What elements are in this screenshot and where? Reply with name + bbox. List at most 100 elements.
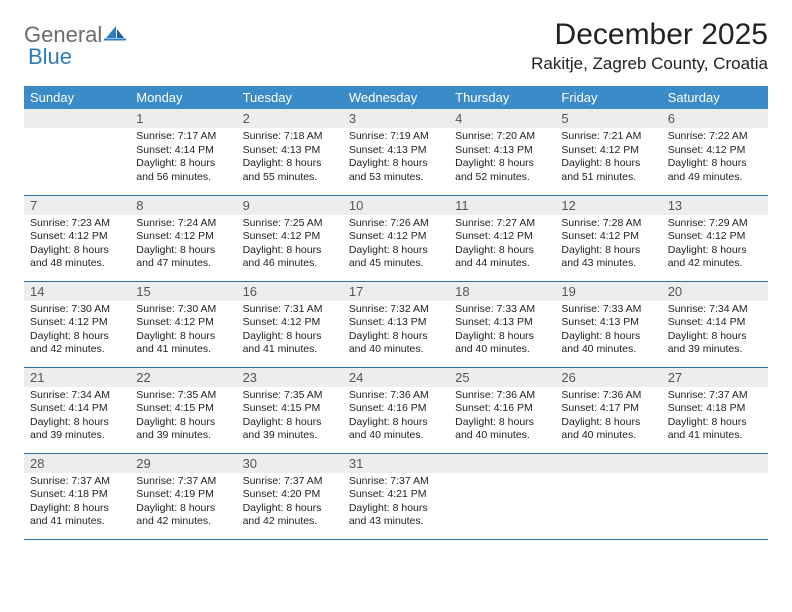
day-details: Sunrise: 7:34 AMSunset: 4:14 PMDaylight:… <box>662 301 768 362</box>
calendar-week-row: 14Sunrise: 7:30 AMSunset: 4:12 PMDayligh… <box>24 281 768 367</box>
day-number: 4 <box>449 109 555 128</box>
calendar-day-cell: 3Sunrise: 7:19 AMSunset: 4:13 PMDaylight… <box>343 109 449 195</box>
day-details: Sunrise: 7:26 AMSunset: 4:12 PMDaylight:… <box>343 215 449 276</box>
calendar-table: Sunday Monday Tuesday Wednesday Thursday… <box>24 86 768 540</box>
day-number: 20 <box>662 282 768 301</box>
calendar-day-cell <box>24 109 130 195</box>
calendar-day-cell: 14Sunrise: 7:30 AMSunset: 4:12 PMDayligh… <box>24 281 130 367</box>
calendar-day-cell: 1Sunrise: 7:17 AMSunset: 4:14 PMDaylight… <box>130 109 236 195</box>
calendar-day-cell: 2Sunrise: 7:18 AMSunset: 4:13 PMDaylight… <box>237 109 343 195</box>
day-details: Sunrise: 7:27 AMSunset: 4:12 PMDaylight:… <box>449 215 555 276</box>
day-number: 1 <box>130 109 236 128</box>
calendar-day-cell: 11Sunrise: 7:27 AMSunset: 4:12 PMDayligh… <box>449 195 555 281</box>
day-details: Sunrise: 7:35 AMSunset: 4:15 PMDaylight:… <box>130 387 236 448</box>
day-number: 31 <box>343 454 449 473</box>
logo-text-blue-wrap: Blue <box>26 44 72 70</box>
calendar-day-cell: 15Sunrise: 7:30 AMSunset: 4:12 PMDayligh… <box>130 281 236 367</box>
day-number: 28 <box>24 454 130 473</box>
day-details: Sunrise: 7:32 AMSunset: 4:13 PMDaylight:… <box>343 301 449 362</box>
calendar-day-cell: 24Sunrise: 7:36 AMSunset: 4:16 PMDayligh… <box>343 367 449 453</box>
day-number: 12 <box>555 196 661 215</box>
day-number: 24 <box>343 368 449 387</box>
day-number-empty <box>662 454 768 473</box>
day-number: 21 <box>24 368 130 387</box>
day-details: Sunrise: 7:37 AMSunset: 4:20 PMDaylight:… <box>237 473 343 534</box>
day-number: 25 <box>449 368 555 387</box>
header: General December 2025 Rakitje, Zagreb Co… <box>24 18 768 74</box>
calendar-day-cell: 9Sunrise: 7:25 AMSunset: 4:12 PMDaylight… <box>237 195 343 281</box>
day-details: Sunrise: 7:36 AMSunset: 4:16 PMDaylight:… <box>449 387 555 448</box>
day-details: Sunrise: 7:30 AMSunset: 4:12 PMDaylight:… <box>24 301 130 362</box>
day-number: 13 <box>662 196 768 215</box>
month-title: December 2025 <box>531 18 768 52</box>
day-details: Sunrise: 7:33 AMSunset: 4:13 PMDaylight:… <box>449 301 555 362</box>
weekday-header: Monday <box>130 86 236 109</box>
weekday-header-row: Sunday Monday Tuesday Wednesday Thursday… <box>24 86 768 109</box>
day-number: 10 <box>343 196 449 215</box>
day-details: Sunrise: 7:20 AMSunset: 4:13 PMDaylight:… <box>449 128 555 189</box>
calendar-week-row: 7Sunrise: 7:23 AMSunset: 4:12 PMDaylight… <box>24 195 768 281</box>
day-details: Sunrise: 7:31 AMSunset: 4:12 PMDaylight:… <box>237 301 343 362</box>
calendar-day-cell <box>662 453 768 539</box>
calendar-day-cell: 30Sunrise: 7:37 AMSunset: 4:20 PMDayligh… <box>237 453 343 539</box>
day-number: 3 <box>343 109 449 128</box>
day-number: 11 <box>449 196 555 215</box>
day-number: 18 <box>449 282 555 301</box>
calendar-day-cell: 18Sunrise: 7:33 AMSunset: 4:13 PMDayligh… <box>449 281 555 367</box>
calendar-day-cell: 27Sunrise: 7:37 AMSunset: 4:18 PMDayligh… <box>662 367 768 453</box>
day-details: Sunrise: 7:24 AMSunset: 4:12 PMDaylight:… <box>130 215 236 276</box>
calendar-day-cell: 19Sunrise: 7:33 AMSunset: 4:13 PMDayligh… <box>555 281 661 367</box>
day-number: 19 <box>555 282 661 301</box>
day-details: Sunrise: 7:21 AMSunset: 4:12 PMDaylight:… <box>555 128 661 189</box>
calendar-day-cell: 13Sunrise: 7:29 AMSunset: 4:12 PMDayligh… <box>662 195 768 281</box>
calendar-day-cell: 22Sunrise: 7:35 AMSunset: 4:15 PMDayligh… <box>130 367 236 453</box>
calendar-day-cell: 10Sunrise: 7:26 AMSunset: 4:12 PMDayligh… <box>343 195 449 281</box>
day-details: Sunrise: 7:30 AMSunset: 4:12 PMDaylight:… <box>130 301 236 362</box>
day-number: 7 <box>24 196 130 215</box>
calendar-day-cell: 31Sunrise: 7:37 AMSunset: 4:21 PMDayligh… <box>343 453 449 539</box>
day-details: Sunrise: 7:37 AMSunset: 4:19 PMDaylight:… <box>130 473 236 534</box>
weekday-header: Wednesday <box>343 86 449 109</box>
day-number: 8 <box>130 196 236 215</box>
day-details: Sunrise: 7:37 AMSunset: 4:18 PMDaylight:… <box>24 473 130 534</box>
day-details: Sunrise: 7:17 AMSunset: 4:14 PMDaylight:… <box>130 128 236 189</box>
calendar-day-cell: 5Sunrise: 7:21 AMSunset: 4:12 PMDaylight… <box>555 109 661 195</box>
calendar-day-cell: 21Sunrise: 7:34 AMSunset: 4:14 PMDayligh… <box>24 367 130 453</box>
calendar-day-cell: 16Sunrise: 7:31 AMSunset: 4:12 PMDayligh… <box>237 281 343 367</box>
calendar-day-cell <box>449 453 555 539</box>
calendar-week-row: 21Sunrise: 7:34 AMSunset: 4:14 PMDayligh… <box>24 367 768 453</box>
day-details: Sunrise: 7:18 AMSunset: 4:13 PMDaylight:… <box>237 128 343 189</box>
sail-icon <box>104 24 126 47</box>
weekday-header: Sunday <box>24 86 130 109</box>
day-details: Sunrise: 7:23 AMSunset: 4:12 PMDaylight:… <box>24 215 130 276</box>
calendar-day-cell: 23Sunrise: 7:35 AMSunset: 4:15 PMDayligh… <box>237 367 343 453</box>
day-number: 22 <box>130 368 236 387</box>
day-number: 15 <box>130 282 236 301</box>
day-details: Sunrise: 7:25 AMSunset: 4:12 PMDaylight:… <box>237 215 343 276</box>
day-details: Sunrise: 7:22 AMSunset: 4:12 PMDaylight:… <box>662 128 768 189</box>
calendar-day-cell: 8Sunrise: 7:24 AMSunset: 4:12 PMDaylight… <box>130 195 236 281</box>
calendar-day-cell: 25Sunrise: 7:36 AMSunset: 4:16 PMDayligh… <box>449 367 555 453</box>
calendar-week-row: 28Sunrise: 7:37 AMSunset: 4:18 PMDayligh… <box>24 453 768 539</box>
calendar-week-row: 1Sunrise: 7:17 AMSunset: 4:14 PMDaylight… <box>24 109 768 195</box>
day-number-empty <box>555 454 661 473</box>
day-details: Sunrise: 7:19 AMSunset: 4:13 PMDaylight:… <box>343 128 449 189</box>
day-number: 16 <box>237 282 343 301</box>
day-details: Sunrise: 7:36 AMSunset: 4:16 PMDaylight:… <box>343 387 449 448</box>
day-details: Sunrise: 7:29 AMSunset: 4:12 PMDaylight:… <box>662 215 768 276</box>
day-number: 14 <box>24 282 130 301</box>
weekday-header: Thursday <box>449 86 555 109</box>
day-details: Sunrise: 7:35 AMSunset: 4:15 PMDaylight:… <box>237 387 343 448</box>
day-number-empty <box>449 454 555 473</box>
day-number: 29 <box>130 454 236 473</box>
location: Rakitje, Zagreb County, Croatia <box>531 54 768 74</box>
day-number: 9 <box>237 196 343 215</box>
title-block: December 2025 Rakitje, Zagreb County, Cr… <box>531 18 768 74</box>
day-details: Sunrise: 7:34 AMSunset: 4:14 PMDaylight:… <box>24 387 130 448</box>
day-number: 6 <box>662 109 768 128</box>
day-details: Sunrise: 7:28 AMSunset: 4:12 PMDaylight:… <box>555 215 661 276</box>
day-number: 23 <box>237 368 343 387</box>
calendar-day-cell: 20Sunrise: 7:34 AMSunset: 4:14 PMDayligh… <box>662 281 768 367</box>
calendar-day-cell: 28Sunrise: 7:37 AMSunset: 4:18 PMDayligh… <box>24 453 130 539</box>
calendar-day-cell <box>555 453 661 539</box>
